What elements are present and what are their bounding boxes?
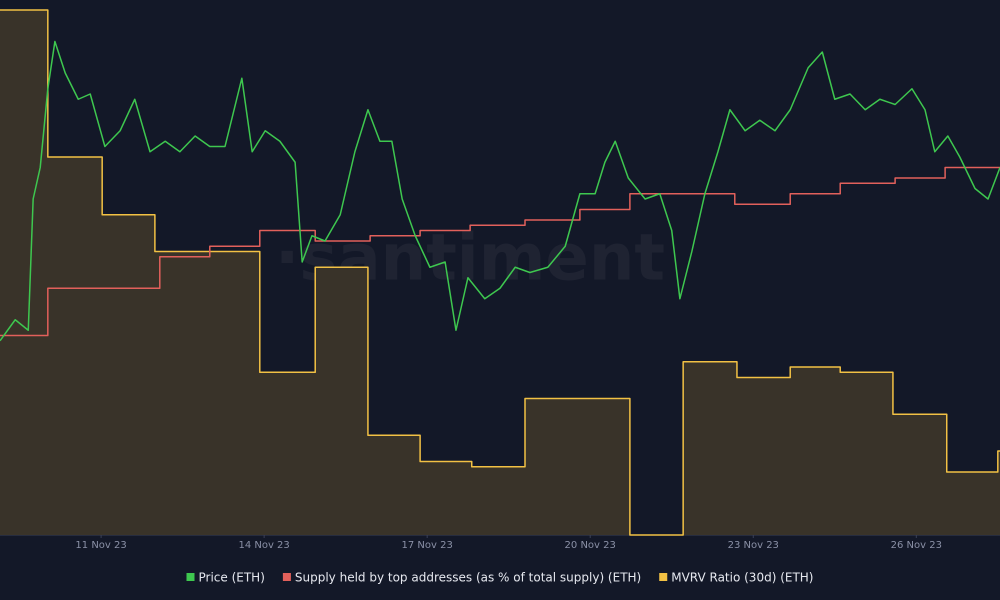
legend-swatch — [659, 573, 668, 581]
legend: Price (ETH) Supply held by top addresses … — [186, 571, 814, 585]
legend-swatch — [282, 573, 291, 581]
area — [0, 10, 1000, 535]
x-tick-label: 14 Nov 23 — [238, 540, 289, 551]
legend-swatch — [186, 573, 195, 581]
legend-label: Supply held by top addresses (as % of to… — [295, 571, 641, 585]
x-tick-label: 26 Nov 23 — [891, 540, 942, 551]
line — [0, 9, 1000, 536]
line — [0, 166, 1000, 337]
legend-label: MVRV Ratio (30d) (ETH) — [671, 571, 813, 585]
x-tick-label: 11 Nov 23 — [75, 540, 126, 551]
x-tick-label: 23 Nov 23 — [728, 540, 779, 551]
legend-label: Price (ETH) — [199, 571, 265, 585]
line — [0, 40, 1000, 342]
x-tick-label: 17 Nov 23 — [402, 540, 453, 551]
x-tick-label: 20 Nov 23 — [565, 540, 616, 551]
